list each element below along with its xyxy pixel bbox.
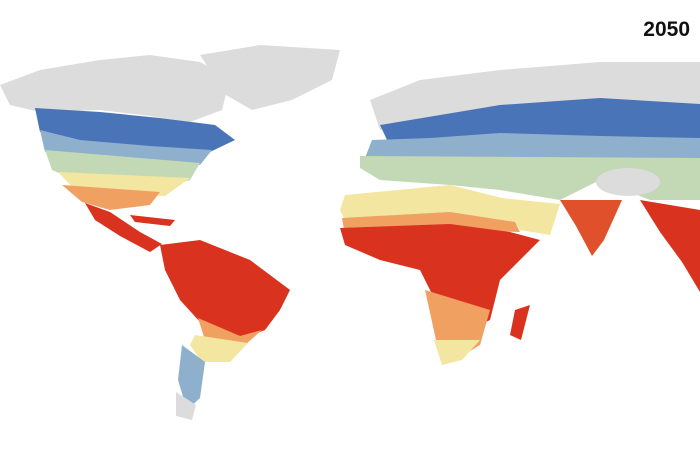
zone-south-america-blue [178,345,205,410]
zone-africa-red [340,224,540,330]
zone-eurasia-green [360,156,700,200]
land-greenland [200,45,340,110]
zone-eurasia-blue [380,98,700,142]
zone-central-america-red [85,203,162,252]
zone-arabia-yellow [500,198,560,235]
land-north-america-arctic [0,55,230,122]
zone-north-america-orange [62,185,160,210]
land-tibet [596,168,660,196]
zone-africa-south-yellow [434,340,480,365]
land-south-america-tip [176,392,196,420]
zone-south-america-red [160,240,290,340]
zone-southeast-asia-red [640,200,700,292]
zone-eurasia-lightblue [365,133,700,160]
year-label: 2050 [643,18,690,41]
zone-south-america-yellow [190,335,248,362]
zone-india-red [560,200,622,256]
zone-madagascar-red [510,305,530,340]
zone-caribbean-red [130,215,175,226]
